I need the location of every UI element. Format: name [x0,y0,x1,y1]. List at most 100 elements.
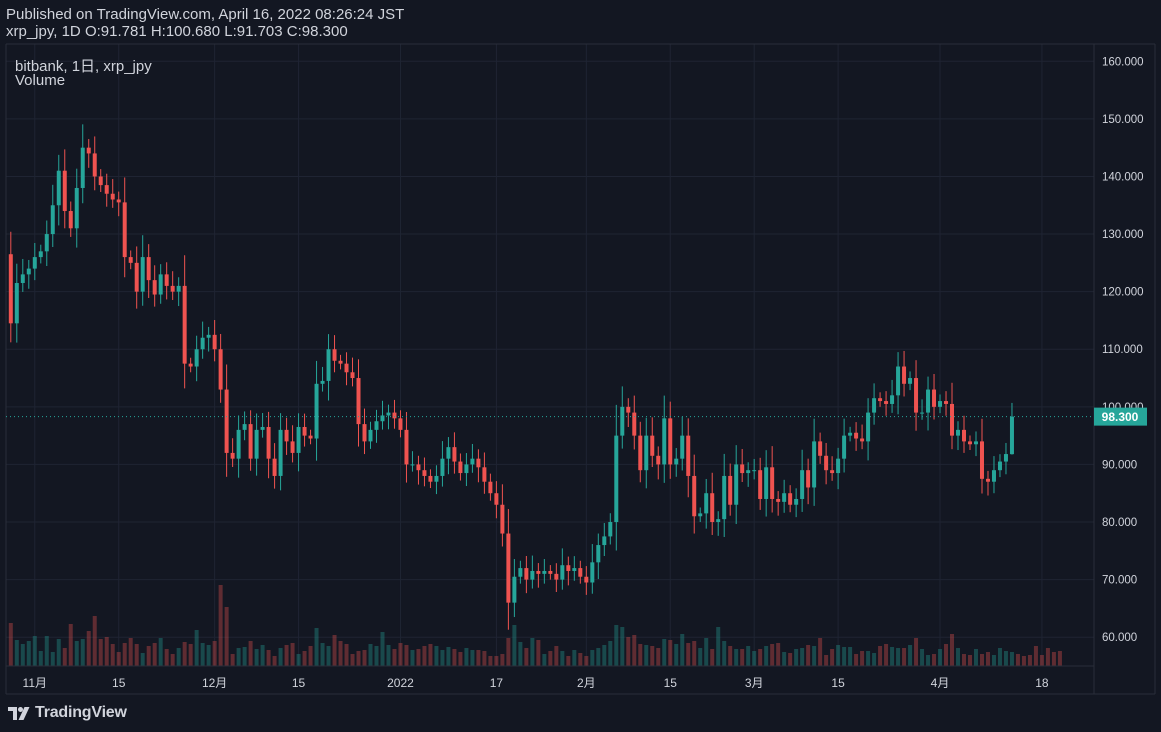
candle [278,413,283,491]
candle-body [416,464,421,471]
candle [650,417,655,468]
candle [979,418,984,494]
volume-bar [572,650,577,666]
candle [80,124,85,204]
candle [848,426,853,442]
candle-body [620,406,625,436]
x-tick-label: 4月 [931,676,950,690]
volume-bar [194,630,199,666]
x-tick-label: 17 [490,676,504,690]
candle [266,411,271,479]
candle [884,391,889,416]
candle [14,263,19,343]
candle-body [770,467,775,499]
volume-bar [884,644,889,666]
candle [854,422,859,451]
candle-body [152,280,157,295]
volume-bar [973,649,978,666]
candle [800,449,805,512]
candle [698,507,703,523]
candle-body [716,519,721,523]
candle-body [344,363,349,373]
plot-area[interactable] [6,44,1094,666]
candle [836,447,841,490]
tradingview-logo[interactable]: TradingView [8,704,127,722]
candle [344,352,349,386]
candle-body [830,470,835,474]
volume-bar [848,647,853,666]
volume-bar [446,647,451,666]
candle [404,412,409,483]
volume-bar [428,644,433,666]
candle-body [230,452,235,459]
candle-body [710,493,715,523]
candle-body [218,349,223,390]
y-tick-label: 140.000 [1102,171,1144,183]
candle-body [494,493,499,505]
candle [764,450,769,517]
volume-bar [518,642,523,666]
volume-bar [236,648,241,666]
candle-body [368,429,373,442]
candle-body [1009,416,1014,455]
volume-bar [950,634,955,666]
ohlc-values: O:91.781 H:100.680 L:91.703 C:98.300 [84,23,348,40]
volume-bar [578,653,583,666]
candle [878,392,883,407]
candle-body [878,398,883,402]
candle-body [566,565,571,571]
volume-bar [1051,652,1056,666]
candle [470,443,475,473]
volume-bar [104,637,109,666]
candle [890,379,895,413]
volume-bar [734,649,739,666]
volume-bar [452,649,457,666]
volume-bar [416,649,421,666]
volume-bar [38,651,43,666]
candle-body [584,576,589,583]
candle-body [764,467,769,499]
volume-bar [830,649,835,666]
candle-body [626,406,631,413]
volume-bar [338,641,343,666]
candle [194,335,199,382]
candle [548,565,553,580]
candle [32,242,37,281]
candle-body [932,389,937,407]
candle [248,410,253,471]
candle [896,352,901,415]
candle-body [530,570,535,580]
candle [392,399,397,429]
candle [20,258,25,292]
volume-bar [206,645,211,666]
candle [398,410,403,438]
volume-bar [344,644,349,666]
y-tick-label: 70.000 [1102,575,1137,587]
candle [410,451,415,472]
candle-body [188,363,193,367]
candle-body [560,565,565,580]
candle-body [236,429,241,459]
y-tick-label: 150.000 [1102,114,1144,126]
volume-bar [938,649,943,666]
candle-body [590,562,595,583]
y-tick-label: 110.000 [1102,344,1143,356]
volume-bar [872,653,877,666]
candle-body [392,412,397,419]
candle [842,418,847,473]
volume-bar [392,649,397,666]
volume-bar [326,646,331,666]
candle-body [80,147,85,188]
volume-bar [512,625,517,666]
volume-bar [1009,652,1014,666]
candle-body [752,470,757,472]
candle [50,184,55,248]
volume-bar [890,647,895,666]
candle-body [680,435,685,459]
volume-bar [968,655,972,666]
candle-body [548,570,553,574]
candle [872,383,877,425]
candle-body [572,568,577,571]
candle [997,454,1002,478]
